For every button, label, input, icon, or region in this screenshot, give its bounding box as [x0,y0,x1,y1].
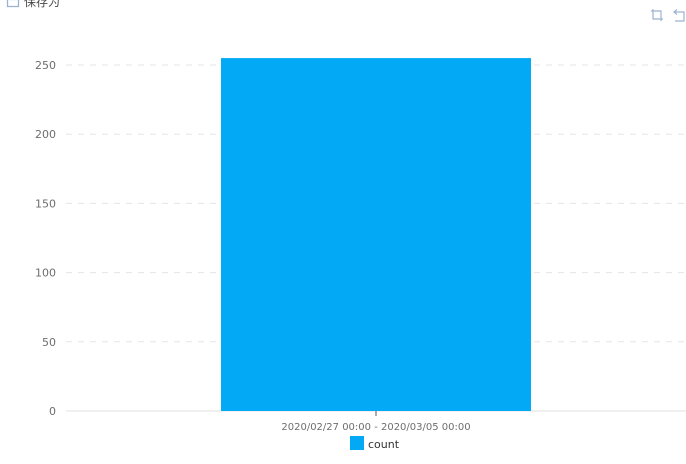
chart-toolbar [646,8,686,22]
save-icon [6,0,20,8]
y-tick-label: 200 [35,128,56,141]
y-tick-label: 250 [35,59,56,72]
y-tick-label: 150 [35,197,56,210]
x-tick-label: 2020/02/27 00:00 - 2020/03/05 00:00 [281,422,470,433]
y-tick-label: 50 [42,336,56,349]
save-as-button[interactable]: 保存为 [6,0,60,11]
back-icon[interactable] [672,8,686,22]
legend-label: count [368,438,400,451]
save-as-label: 保存为 [24,0,61,9]
restore-icon[interactable] [650,8,664,22]
legend-swatch [350,436,364,450]
bar-count [221,58,531,411]
y-tick-label: 0 [49,405,56,418]
y-tick-label: 100 [35,267,56,280]
